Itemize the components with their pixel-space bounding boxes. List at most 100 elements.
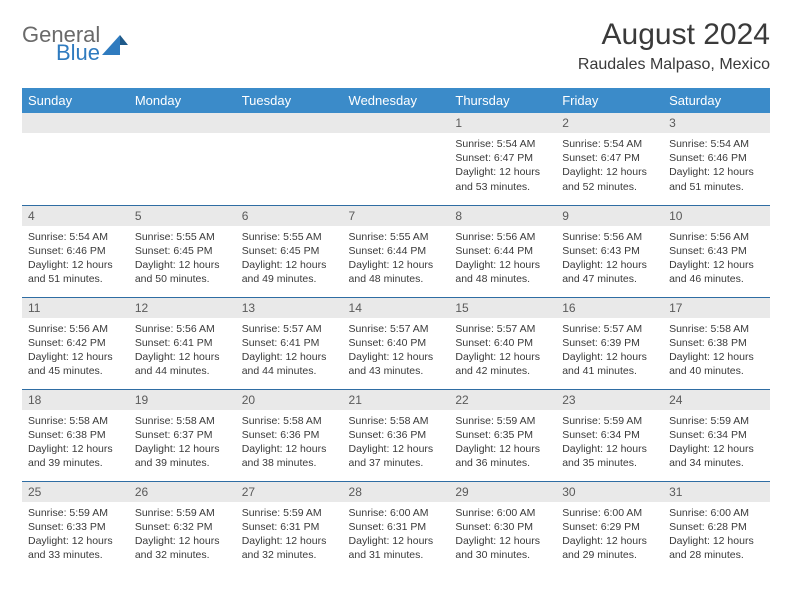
month-title: August 2024 <box>578 18 770 52</box>
day-content: Sunrise: 5:54 AMSunset: 6:46 PMDaylight:… <box>663 133 770 200</box>
calendar-day-cell: 24Sunrise: 5:59 AMSunset: 6:34 PMDayligh… <box>663 389 770 481</box>
weekday-header: Thursday <box>449 88 556 113</box>
day-number: 15 <box>449 298 556 318</box>
day-number: 12 <box>129 298 236 318</box>
day-number: 10 <box>663 206 770 226</box>
day-number: 16 <box>556 298 663 318</box>
day-number: 18 <box>22 390 129 410</box>
day-content: Sunrise: 5:55 AMSunset: 6:45 PMDaylight:… <box>236 226 343 293</box>
day-number: 3 <box>663 113 770 133</box>
day-content: Sunrise: 5:54 AMSunset: 6:46 PMDaylight:… <box>22 226 129 293</box>
weekday-header: Monday <box>129 88 236 113</box>
calendar-day-cell: 1Sunrise: 5:54 AMSunset: 6:47 PMDaylight… <box>449 113 556 205</box>
day-number: 27 <box>236 482 343 502</box>
day-content: Sunrise: 6:00 AMSunset: 6:31 PMDaylight:… <box>343 502 450 569</box>
day-content: Sunrise: 6:00 AMSunset: 6:28 PMDaylight:… <box>663 502 770 569</box>
day-content: Sunrise: 5:56 AMSunset: 6:42 PMDaylight:… <box>22 318 129 385</box>
day-content <box>236 133 343 143</box>
calendar-day-cell: 26Sunrise: 5:59 AMSunset: 6:32 PMDayligh… <box>129 481 236 573</box>
calendar-day-cell: 10Sunrise: 5:56 AMSunset: 6:43 PMDayligh… <box>663 205 770 297</box>
day-number: 11 <box>22 298 129 318</box>
calendar-day-cell: 15Sunrise: 5:57 AMSunset: 6:40 PMDayligh… <box>449 297 556 389</box>
calendar-day-cell: 5Sunrise: 5:55 AMSunset: 6:45 PMDaylight… <box>129 205 236 297</box>
day-content: Sunrise: 5:59 AMSunset: 6:34 PMDaylight:… <box>663 410 770 477</box>
calendar-day-cell: 18Sunrise: 5:58 AMSunset: 6:38 PMDayligh… <box>22 389 129 481</box>
calendar-day-cell <box>343 113 450 205</box>
calendar-day-cell: 28Sunrise: 6:00 AMSunset: 6:31 PMDayligh… <box>343 481 450 573</box>
day-number: 4 <box>22 206 129 226</box>
calendar-day-cell: 27Sunrise: 5:59 AMSunset: 6:31 PMDayligh… <box>236 481 343 573</box>
calendar-day-cell: 8Sunrise: 5:56 AMSunset: 6:44 PMDaylight… <box>449 205 556 297</box>
day-number <box>343 113 450 133</box>
day-content: Sunrise: 5:58 AMSunset: 6:38 PMDaylight:… <box>663 318 770 385</box>
day-number: 6 <box>236 206 343 226</box>
day-content: Sunrise: 5:58 AMSunset: 6:36 PMDaylight:… <box>343 410 450 477</box>
day-number: 23 <box>556 390 663 410</box>
calendar-week-row: 1Sunrise: 5:54 AMSunset: 6:47 PMDaylight… <box>22 113 770 205</box>
calendar-day-cell: 21Sunrise: 5:58 AMSunset: 6:36 PMDayligh… <box>343 389 450 481</box>
calendar-day-cell: 2Sunrise: 5:54 AMSunset: 6:47 PMDaylight… <box>556 113 663 205</box>
day-content: Sunrise: 5:59 AMSunset: 6:35 PMDaylight:… <box>449 410 556 477</box>
day-content: Sunrise: 5:56 AMSunset: 6:41 PMDaylight:… <box>129 318 236 385</box>
day-number <box>129 113 236 133</box>
day-content: Sunrise: 5:59 AMSunset: 6:33 PMDaylight:… <box>22 502 129 569</box>
weekday-header: Wednesday <box>343 88 450 113</box>
day-content: Sunrise: 6:00 AMSunset: 6:29 PMDaylight:… <box>556 502 663 569</box>
day-content: Sunrise: 5:58 AMSunset: 6:38 PMDaylight:… <box>22 410 129 477</box>
day-content: Sunrise: 5:56 AMSunset: 6:43 PMDaylight:… <box>556 226 663 293</box>
day-number: 7 <box>343 206 450 226</box>
calendar-day-cell <box>22 113 129 205</box>
day-number: 2 <box>556 113 663 133</box>
calendar-body: 1Sunrise: 5:54 AMSunset: 6:47 PMDaylight… <box>22 113 770 573</box>
logo: General Blue <box>22 18 128 64</box>
calendar-week-row: 25Sunrise: 5:59 AMSunset: 6:33 PMDayligh… <box>22 481 770 573</box>
location-label: Raudales Malpaso, Mexico <box>578 56 770 74</box>
calendar-day-cell: 30Sunrise: 6:00 AMSunset: 6:29 PMDayligh… <box>556 481 663 573</box>
calendar-day-cell: 14Sunrise: 5:57 AMSunset: 6:40 PMDayligh… <box>343 297 450 389</box>
day-content: Sunrise: 5:54 AMSunset: 6:47 PMDaylight:… <box>449 133 556 200</box>
day-number <box>236 113 343 133</box>
calendar-table: SundayMondayTuesdayWednesdayThursdayFrid… <box>22 88 770 573</box>
logo-word2: Blue <box>56 42 100 64</box>
day-content: Sunrise: 6:00 AMSunset: 6:30 PMDaylight:… <box>449 502 556 569</box>
day-number: 25 <box>22 482 129 502</box>
day-content: Sunrise: 5:59 AMSunset: 6:34 PMDaylight:… <box>556 410 663 477</box>
weekday-header: Saturday <box>663 88 770 113</box>
calendar-day-cell: 4Sunrise: 5:54 AMSunset: 6:46 PMDaylight… <box>22 205 129 297</box>
calendar-day-cell: 12Sunrise: 5:56 AMSunset: 6:41 PMDayligh… <box>129 297 236 389</box>
calendar-week-row: 18Sunrise: 5:58 AMSunset: 6:38 PMDayligh… <box>22 389 770 481</box>
calendar-day-cell: 13Sunrise: 5:57 AMSunset: 6:41 PMDayligh… <box>236 297 343 389</box>
day-content: Sunrise: 5:57 AMSunset: 6:40 PMDaylight:… <box>343 318 450 385</box>
calendar-day-cell: 17Sunrise: 5:58 AMSunset: 6:38 PMDayligh… <box>663 297 770 389</box>
day-number: 29 <box>449 482 556 502</box>
calendar-day-cell: 11Sunrise: 5:56 AMSunset: 6:42 PMDayligh… <box>22 297 129 389</box>
day-number: 9 <box>556 206 663 226</box>
day-content: Sunrise: 5:57 AMSunset: 6:41 PMDaylight:… <box>236 318 343 385</box>
day-content: Sunrise: 5:57 AMSunset: 6:39 PMDaylight:… <box>556 318 663 385</box>
calendar-day-cell: 20Sunrise: 5:58 AMSunset: 6:36 PMDayligh… <box>236 389 343 481</box>
calendar-week-row: 4Sunrise: 5:54 AMSunset: 6:46 PMDaylight… <box>22 205 770 297</box>
day-number: 26 <box>129 482 236 502</box>
weekday-header: Sunday <box>22 88 129 113</box>
calendar-day-cell: 25Sunrise: 5:59 AMSunset: 6:33 PMDayligh… <box>22 481 129 573</box>
calendar-day-cell: 9Sunrise: 5:56 AMSunset: 6:43 PMDaylight… <box>556 205 663 297</box>
calendar-day-cell: 31Sunrise: 6:00 AMSunset: 6:28 PMDayligh… <box>663 481 770 573</box>
day-number: 1 <box>449 113 556 133</box>
logo-mark-icon <box>102 33 128 55</box>
calendar-day-cell: 16Sunrise: 5:57 AMSunset: 6:39 PMDayligh… <box>556 297 663 389</box>
calendar-day-cell: 29Sunrise: 6:00 AMSunset: 6:30 PMDayligh… <box>449 481 556 573</box>
day-content: Sunrise: 5:59 AMSunset: 6:31 PMDaylight:… <box>236 502 343 569</box>
day-number: 31 <box>663 482 770 502</box>
day-number: 21 <box>343 390 450 410</box>
day-number <box>22 113 129 133</box>
day-content <box>129 133 236 143</box>
day-number: 17 <box>663 298 770 318</box>
page-header: General Blue August 2024 Raudales Malpas… <box>22 18 770 74</box>
day-content: Sunrise: 5:58 AMSunset: 6:37 PMDaylight:… <box>129 410 236 477</box>
day-content: Sunrise: 5:55 AMSunset: 6:45 PMDaylight:… <box>129 226 236 293</box>
day-content <box>22 133 129 143</box>
day-number: 22 <box>449 390 556 410</box>
calendar-day-cell <box>236 113 343 205</box>
day-number: 20 <box>236 390 343 410</box>
day-content: Sunrise: 5:56 AMSunset: 6:43 PMDaylight:… <box>663 226 770 293</box>
